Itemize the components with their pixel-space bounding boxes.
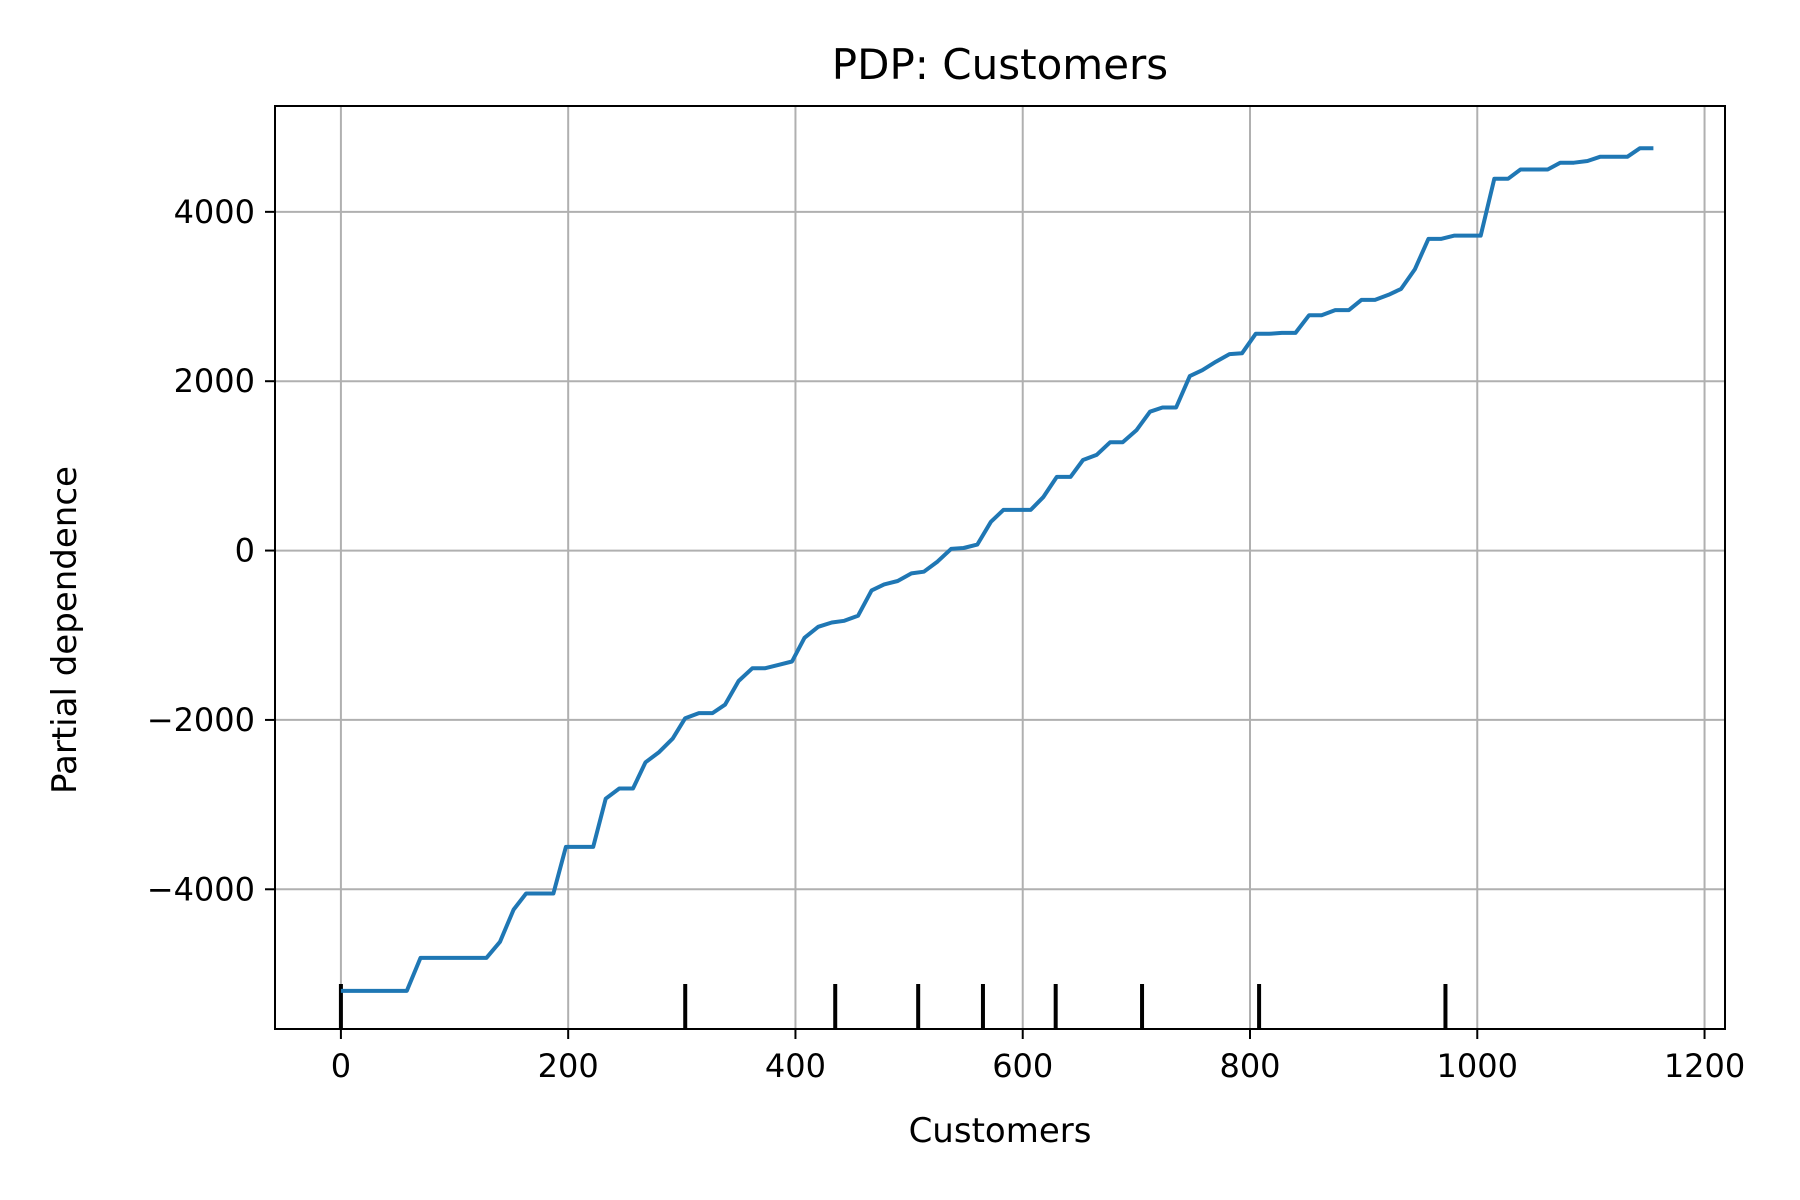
x-tick-label: 200 — [538, 1047, 599, 1085]
x-tick-labels: 0 200 400 600 800 1000 1200 — [331, 1047, 1746, 1085]
y-tick-label: 2000 — [174, 362, 255, 400]
series-line — [340, 146, 1654, 993]
y-axis-label: Partial dependence — [45, 466, 85, 794]
y-tick-label: −4000 — [147, 870, 255, 908]
x-tick-label: 1000 — [1437, 1047, 1518, 1085]
x-tick-label: 1200 — [1664, 1047, 1745, 1085]
y-tick-labels: −4000 −2000 0 2000 4000 — [147, 193, 255, 908]
x-tick-label: 800 — [1219, 1047, 1280, 1085]
chart-title: PDP: Customers — [832, 40, 1168, 89]
plot-frame — [274, 105, 1726, 1030]
y-tick-label: 0 — [235, 532, 255, 570]
axis-ticks — [265, 210, 1706, 1039]
x-axis-label: Customers — [909, 1111, 1092, 1151]
x-tick-label: 600 — [992, 1047, 1053, 1085]
x-tick-label: 400 — [765, 1047, 826, 1085]
y-tick-label: 4000 — [174, 193, 255, 231]
y-tick-label: −2000 — [147, 701, 255, 739]
grid-lines — [275, 106, 1725, 1029]
x-tick-label: 0 — [331, 1047, 351, 1085]
rug-marks — [338, 984, 1448, 1029]
